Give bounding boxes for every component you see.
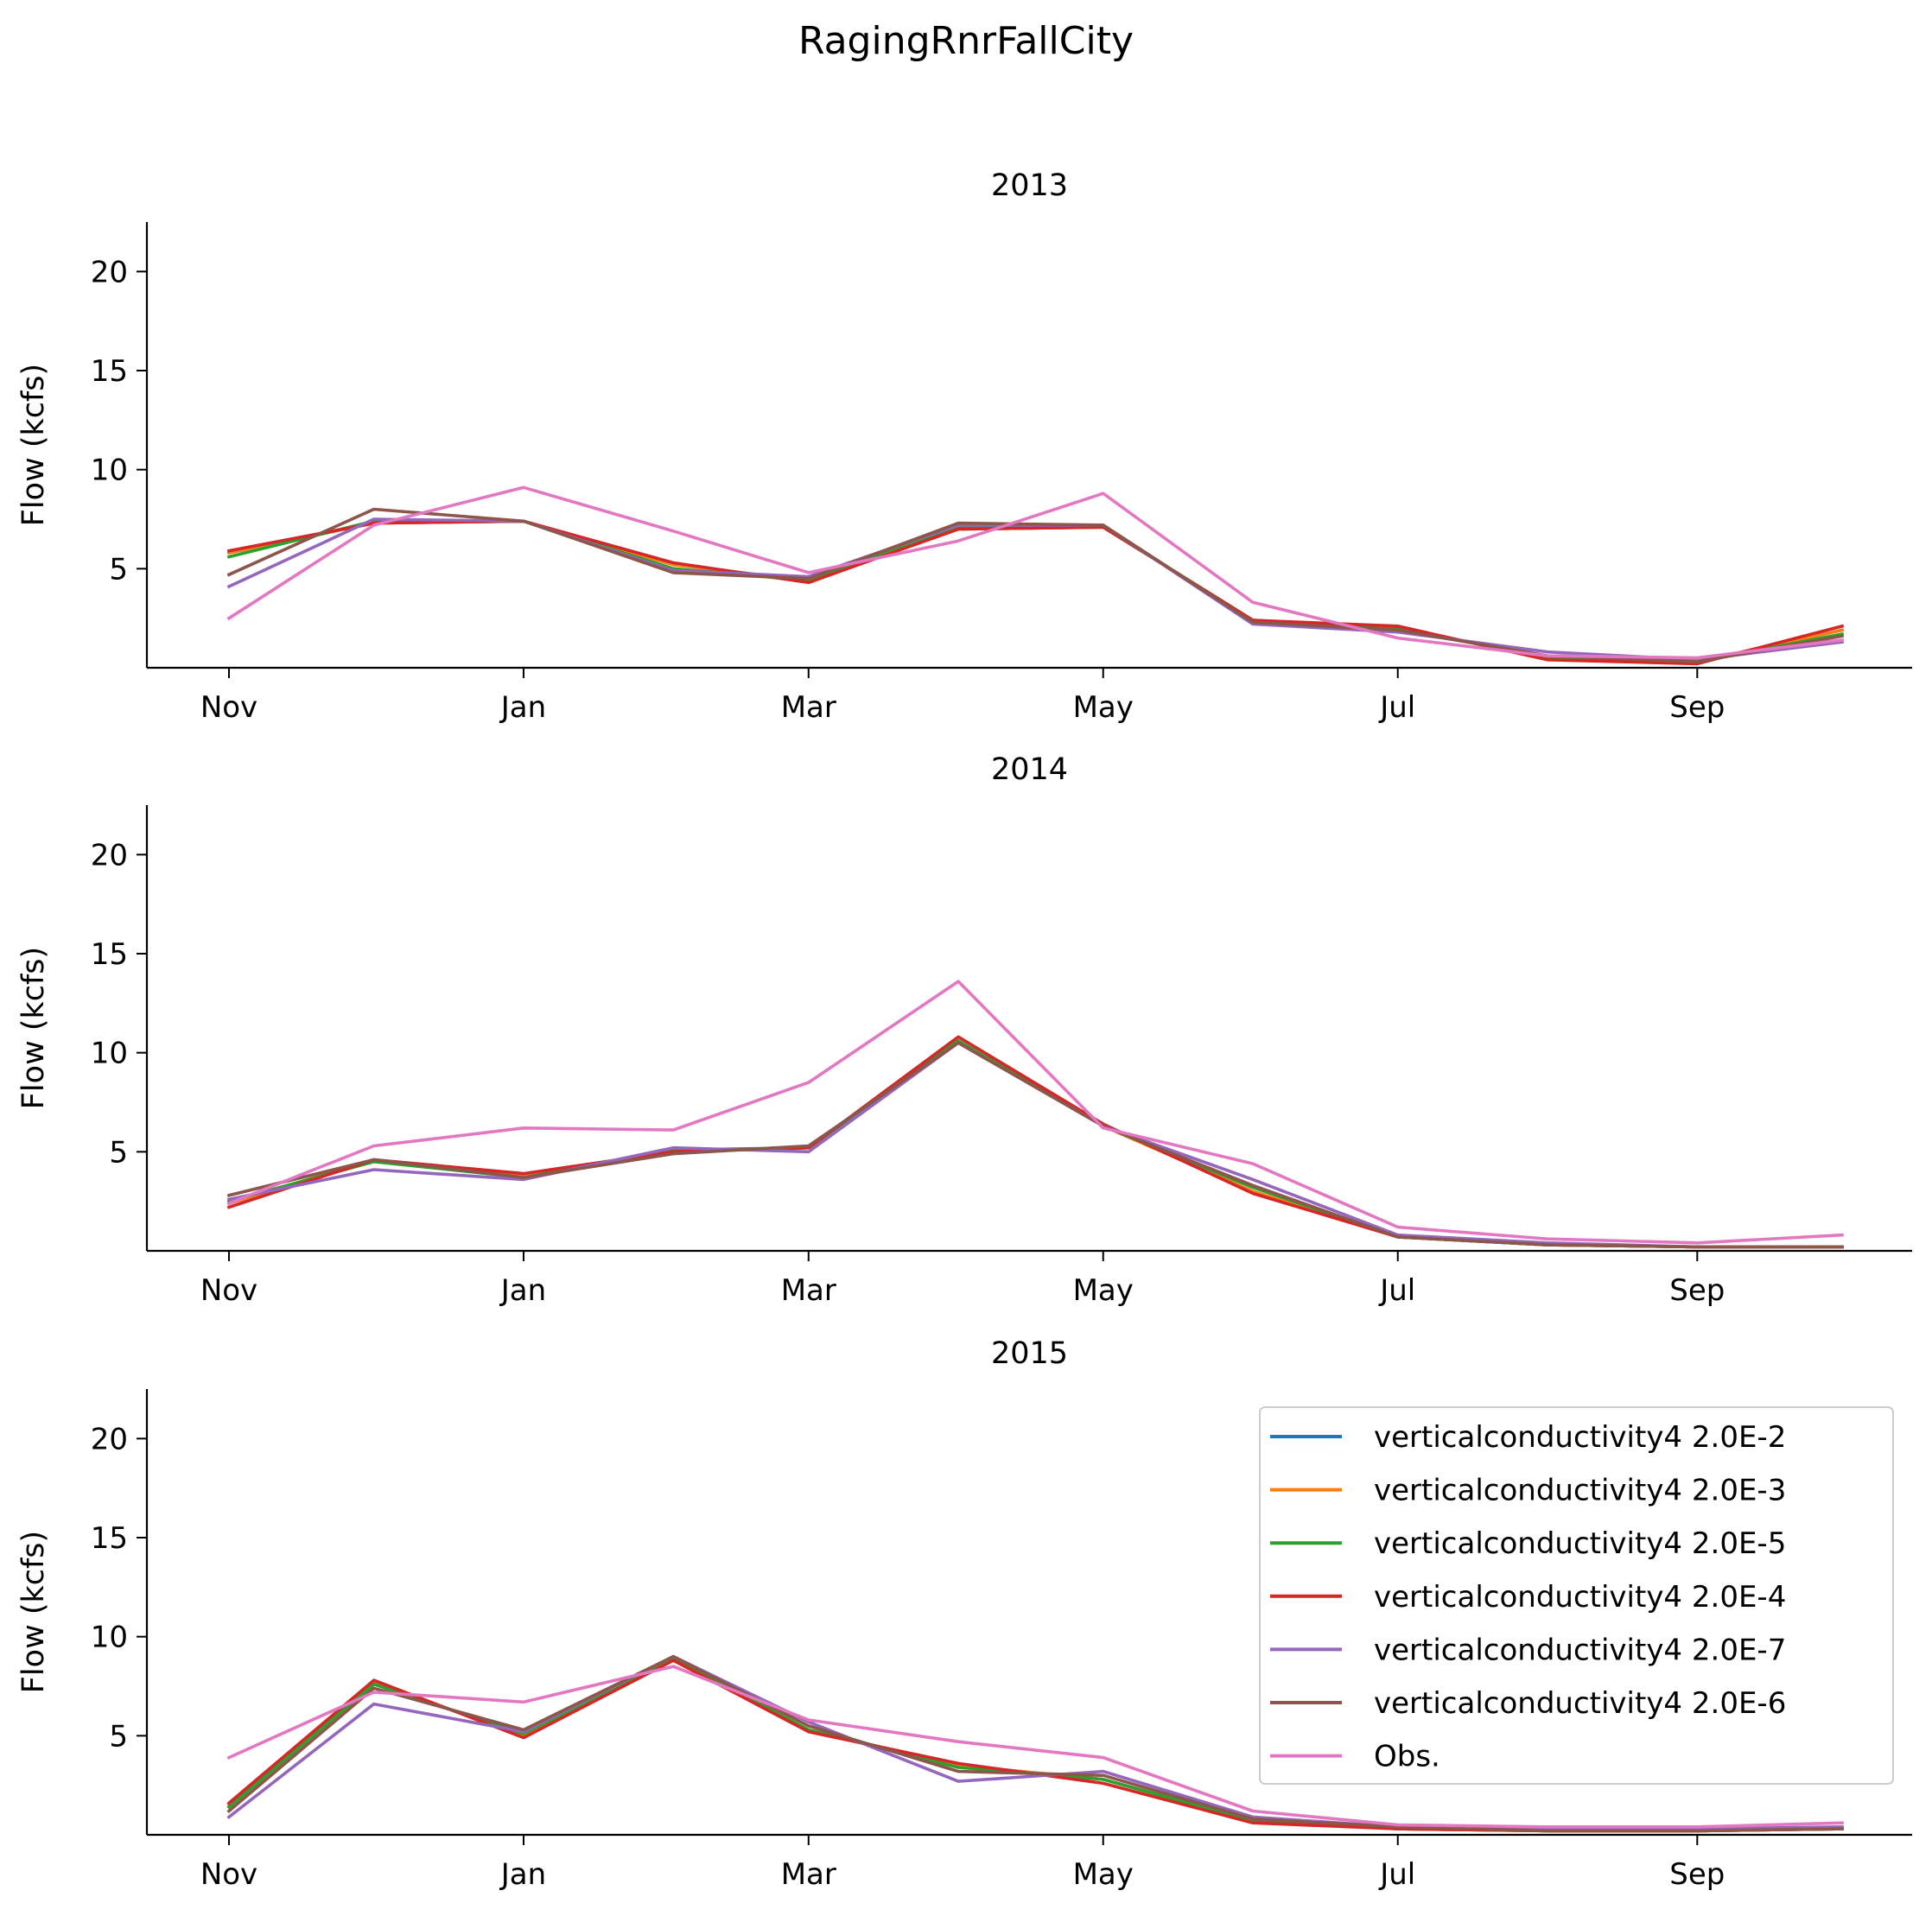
y-tick-label: 5 — [109, 1135, 128, 1170]
x-tick-label: Sep — [1669, 1857, 1725, 1892]
legend-label: verticalconductivity4 2.0E-6 — [1374, 1686, 1786, 1721]
series-line-verticalconductivity4-2-0e-6 — [226, 1654, 1844, 1833]
x-tick-label: Sep — [1669, 690, 1725, 725]
legend-label: verticalconductivity4 2.0E-2 — [1374, 1420, 1786, 1455]
x-tick-label: Jul — [1378, 690, 1415, 725]
y-tick-label: 10 — [91, 454, 128, 488]
subplot-2014: 2014 Flow (kcfs) 5 10 15 20 Nov Jan Mar May Jul Sep — [16, 752, 1912, 1308]
series-line-verticalconductivity4-2-0e-6 — [226, 1041, 1844, 1249]
subplot-2015: 2015 Flow (kcfs) 5 10 15 20 Nov Jan Mar May Jul Sep… — [16, 1336, 1912, 1892]
y-axis-label: Flow (kcfs) — [16, 1531, 51, 1693]
legend-label: verticalconductivity4 2.0E-3 — [1374, 1474, 1786, 1508]
x-tick-label: Nov — [200, 1273, 257, 1308]
y-tick-label: 20 — [91, 838, 128, 872]
series-line-obs — [226, 1665, 1844, 1829]
y-tick-label: 5 — [109, 1719, 128, 1754]
series-line-verticalconductivity4-2-0e-7 — [226, 1654, 1844, 1830]
y-tick-label: 15 — [91, 354, 128, 389]
legend-label: verticalconductivity4 2.0E-7 — [1374, 1633, 1786, 1667]
y-axis-label: Flow (kcfs) — [16, 947, 51, 1109]
subplot-title: 2015 — [991, 1336, 1068, 1371]
x-tick-label: Nov — [200, 1857, 257, 1892]
legend-label: verticalconductivity4 2.0E-4 — [1374, 1580, 1786, 1615]
x-tick-label: Nov — [200, 690, 257, 725]
series-line-obs — [226, 485, 1845, 660]
legend-frame — [1259, 1406, 1894, 1785]
subplot-title: 2013 — [991, 168, 1068, 203]
x-tick-label: Jan — [499, 1273, 546, 1308]
x-tick-label: May — [1073, 1857, 1134, 1892]
x-tick-label: Mar — [781, 690, 836, 725]
y-tick-label: 15 — [91, 937, 128, 972]
x-tick-label: Jul — [1378, 1857, 1415, 1892]
figure-title: RagingRnrFallCity — [798, 19, 1134, 63]
y-axis-label: Flow (kcfs) — [16, 364, 51, 526]
y-tick-label: 20 — [91, 1422, 128, 1456]
y-tick-label: 10 — [91, 1037, 128, 1071]
y-tick-label: 15 — [91, 1521, 128, 1556]
subplots: 2013 Flow (kcfs) 5 10 15 20 Nov Jan Mar May Jul Sep… — [16, 168, 1912, 1892]
y-tick-label: 20 — [91, 255, 128, 289]
subplot-title: 2014 — [991, 752, 1068, 787]
subplot-2013: 2013 Flow (kcfs) 5 10 15 20 Nov Jan Mar May Jul Sep — [16, 168, 1912, 725]
y-tick-label: 5 — [109, 552, 128, 587]
x-tick-label: May — [1073, 690, 1134, 725]
x-tick-label: Mar — [781, 1273, 836, 1308]
y-tick-label: 10 — [91, 1621, 128, 1655]
x-tick-label: Jan — [499, 690, 546, 725]
x-tick-label: Jul — [1378, 1273, 1415, 1308]
legend-label: Obs. — [1374, 1740, 1440, 1774]
x-tick-label: Jan — [499, 1857, 546, 1892]
series-line-obs — [226, 980, 1844, 1245]
x-tick-label: Sep — [1669, 1273, 1725, 1308]
x-tick-label: May — [1073, 1273, 1134, 1308]
x-tick-label: Mar — [781, 1857, 836, 1892]
legend: verticalconductivity4 2.0E-2 verticalcond… — [1259, 1406, 1894, 1785]
legend-label: verticalconductivity4 2.0E-5 — [1374, 1526, 1786, 1561]
